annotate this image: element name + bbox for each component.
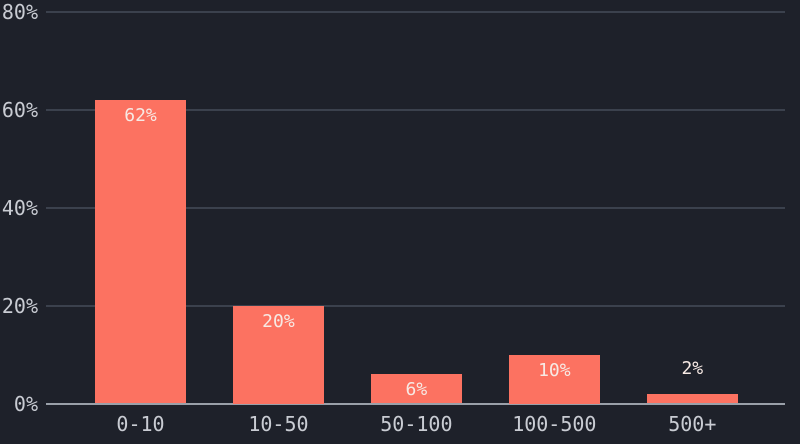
x-tick-label: 10-50 [248, 412, 309, 436]
y-tick-label: 80% [1, 0, 38, 24]
x-tick-label: 50-100 [380, 412, 453, 436]
gridline-20% [46, 304, 785, 307]
gridline-80% [46, 11, 785, 13]
bar-0-10 [95, 100, 186, 404]
bar-value-label: 10% [538, 359, 571, 381]
y-tick-label: 40% [1, 195, 38, 220]
bar-value-label: 6% [405, 379, 428, 401]
x-axis-line [46, 402, 785, 405]
y-tick-label: 60% [1, 97, 38, 122]
bar-500+ [646, 393, 738, 404]
bar-100-500 [508, 354, 600, 404]
y-tick-label: 20% [1, 293, 38, 318]
gridline-40% [46, 206, 785, 209]
bar-value-label: 62% [124, 105, 157, 127]
bar-value-label: 20% [262, 310, 295, 332]
bar-10-50 [232, 305, 324, 404]
x-tick-label: 500+ [668, 412, 717, 436]
y-tick-label: 0% [13, 391, 38, 416]
gridline-60% [46, 108, 785, 111]
x-tick-label: 100-500 [512, 412, 597, 436]
x-tick-label: 0-10 [116, 412, 165, 436]
bar-50-100 [370, 374, 462, 404]
bar-value-label: 2% [681, 357, 704, 379]
